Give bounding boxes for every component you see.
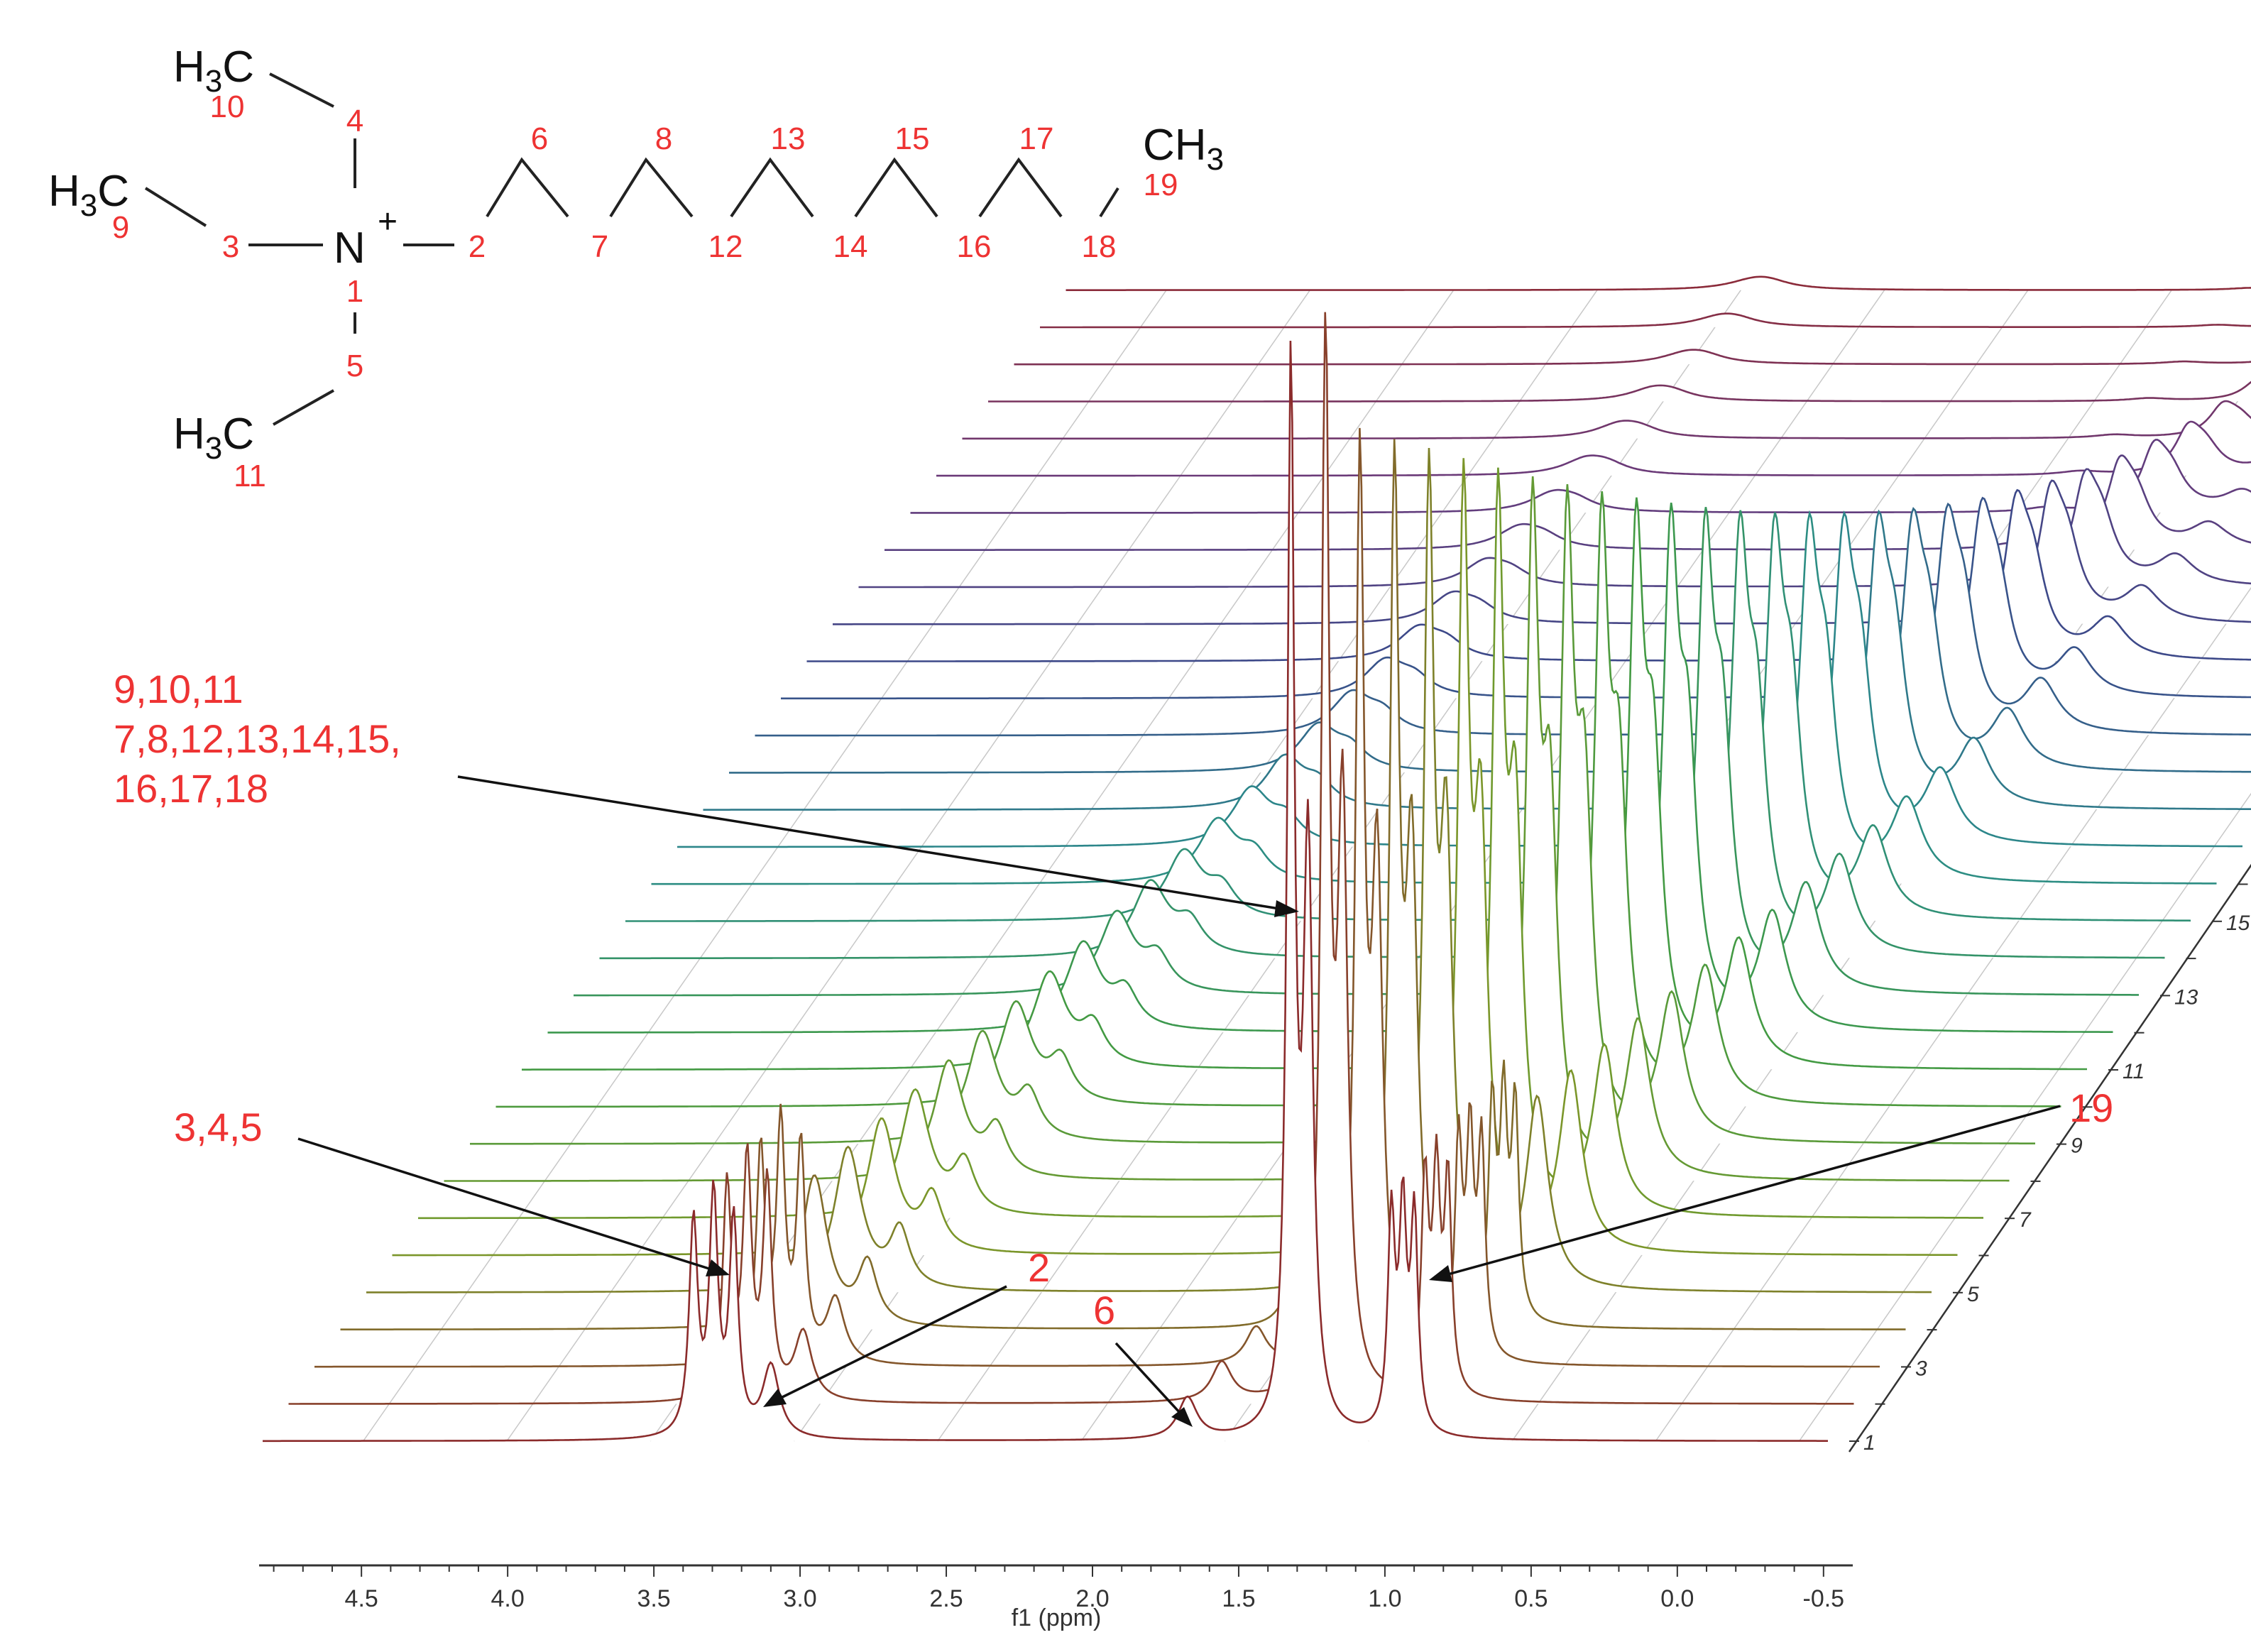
depth-tick-label: 7: [2019, 1208, 2032, 1232]
svg-text:13: 13: [771, 121, 806, 156]
depth-tick-label: 11: [2123, 1060, 2145, 1083]
annotation-chain-line-2: 7,8,12,13,14,15,: [114, 716, 401, 761]
svg-text:6: 6: [531, 121, 548, 156]
x-tick-label: 1.5: [1222, 1585, 1255, 1612]
svg-text:1: 1: [346, 274, 363, 309]
annotation-chain-line-3: 16,17,18: [114, 766, 268, 811]
depth-tick-label: 13: [2174, 985, 2198, 1009]
svg-text:16: 16: [957, 229, 992, 264]
svg-text:4: 4: [346, 104, 363, 138]
svg-text:18: 18: [1082, 229, 1117, 264]
x-tick-label: 4.5: [345, 1585, 378, 1612]
x-tick-label: 4.0: [491, 1585, 525, 1612]
annotation-terminal-ch3: 19: [2069, 1085, 2113, 1130]
x-tick-label: 2.0: [1075, 1585, 1109, 1612]
svg-text:19: 19: [1144, 168, 1178, 202]
annotation-alpha-ch2: 2: [1028, 1245, 1050, 1290]
annotation-ethyl-ch2: 3,4,5: [174, 1105, 263, 1149]
x-tick-label: -0.5: [1803, 1585, 1845, 1612]
positive-charge: +: [378, 203, 398, 241]
svg-text:10: 10: [210, 89, 245, 124]
trace-fill: [963, 401, 2251, 439]
svg-text:11: 11: [234, 459, 266, 493]
spectra-traces: [263, 277, 2251, 1441]
svg-text:9: 9: [112, 210, 129, 245]
svg-text:15: 15: [895, 121, 930, 156]
svg-text:12: 12: [708, 229, 743, 264]
spectrum-trace: [1066, 277, 2251, 290]
molecule-structure: H3C H3C H3C CH3 N + 10 9 11 19 1 4 3 5 2…: [48, 43, 1224, 493]
annotation-chain-line-1: 9,10,11: [114, 667, 243, 711]
svg-text:14: 14: [833, 229, 868, 264]
depth-tick-label: 1: [1863, 1431, 1875, 1455]
depth-tick-label: 15: [2226, 912, 2250, 935]
x-tick-label: 3.0: [783, 1585, 816, 1612]
x-tick-label: 0.5: [1514, 1585, 1548, 1612]
svg-text:5: 5: [346, 349, 363, 383]
spectrum-trace: [1040, 314, 2251, 327]
svg-text:8: 8: [655, 121, 672, 156]
trace-fill: [988, 378, 2251, 401]
svg-text:7: 7: [591, 229, 608, 264]
x-tick-label: 3.5: [637, 1585, 670, 1612]
annotation-beta-ch2: 6: [1093, 1288, 1115, 1333]
x-tick-label: 0.0: [1660, 1585, 1694, 1612]
svg-text:3: 3: [222, 229, 239, 264]
svg-text:17: 17: [1019, 121, 1054, 156]
depth-tick-label: 9: [2071, 1134, 2083, 1158]
depth-tick-label: 3: [1915, 1357, 1927, 1380]
x-tick-label: 1.0: [1368, 1585, 1401, 1612]
x-tick-label: 2.5: [929, 1585, 963, 1612]
svg-text:2: 2: [469, 229, 486, 264]
svg-text:H3C: H3C: [173, 410, 254, 466]
spectrum-trace: [1014, 350, 2251, 365]
atom-numbers: 10 9 11 19 1 4 3 5 2 6 7 8 12 13 14 15 1…: [112, 89, 1178, 493]
depth-tick-label: 5: [1967, 1283, 1979, 1306]
nitrogen-atom: N: [334, 224, 366, 273]
